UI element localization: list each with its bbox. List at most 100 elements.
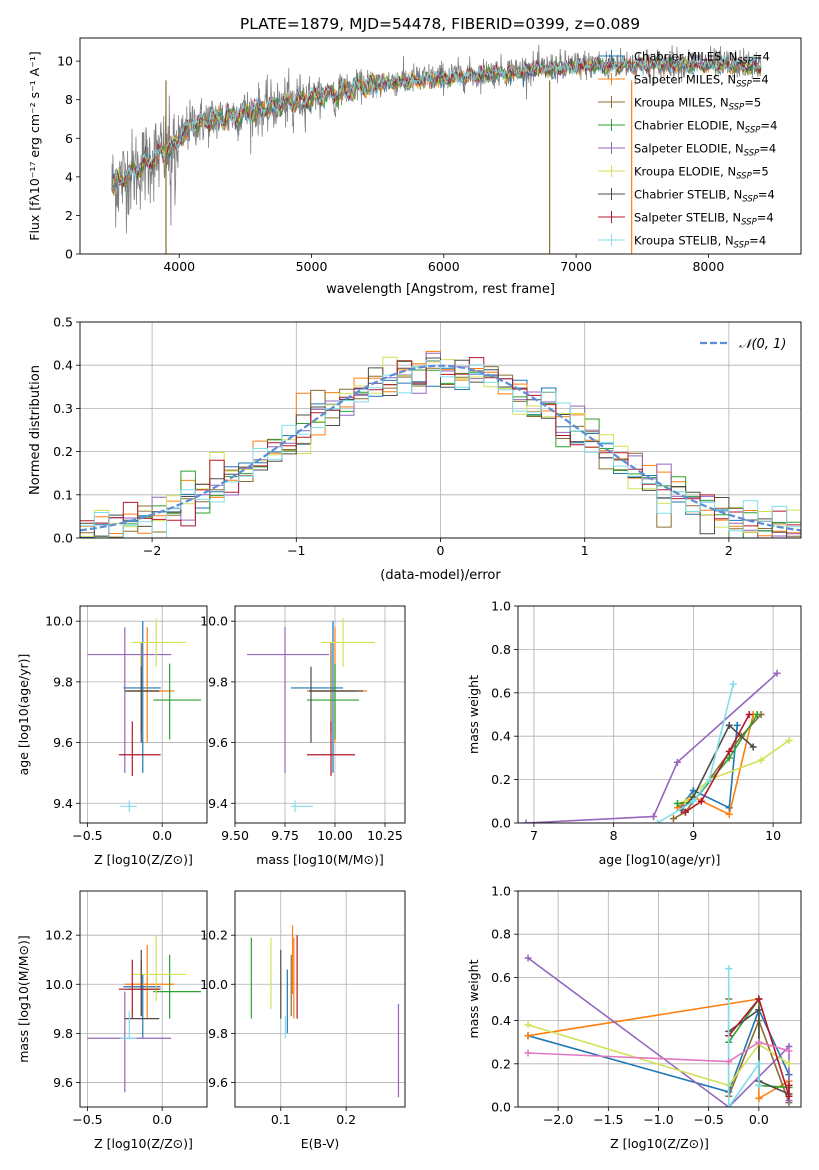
- y-tick-label: 0.1: [53, 487, 73, 502]
- x-tick-label: 7000: [560, 259, 592, 274]
- mass-weight-marker: [749, 743, 757, 751]
- y-tick-label: 9.8: [53, 674, 73, 689]
- residual-histograms: [80, 350, 801, 538]
- mass-weight-line: [527, 1024, 790, 1087]
- residuals-frame: [79, 321, 802, 539]
- mass-weight-line: [657, 683, 734, 823]
- y-tick-label: 9.6: [208, 1075, 228, 1090]
- mass-weight-marker: [524, 1049, 532, 1057]
- y-tick-label: 10.2: [200, 928, 228, 943]
- x-tick-label: 2: [725, 543, 733, 558]
- mass-weight-marker: [755, 1006, 763, 1014]
- mass-weight-marker: [673, 799, 681, 807]
- y-tick-label: 0.6: [491, 970, 511, 985]
- mass-weight-marker: [689, 786, 697, 794]
- spectrum-model-line: [112, 54, 762, 188]
- x-tick-label: 4000: [163, 259, 195, 274]
- xlabel: E(B-V): [301, 1136, 340, 1151]
- x-tick-label: −0.5: [693, 1112, 723, 1127]
- ylabel: age [log10(age/yr)]: [16, 654, 31, 776]
- mass-weight-marker: [689, 797, 697, 805]
- x-tick-label: −0.5: [72, 1112, 102, 1127]
- mass-weight-marker: [725, 754, 733, 762]
- mass-weight-marker: [745, 711, 753, 718]
- y-tick-label: 10.0: [45, 614, 73, 629]
- mass-weight-vs-Z-axes: −2.0 −1.5 −1.0 −0.5 0.0 0.0 0.2 0.4 0.6 0.8 1.0: [491, 884, 801, 1127]
- y-tick-label: 0.8: [491, 927, 511, 942]
- mass-weight-marker: [755, 1060, 763, 1068]
- mass-weight-line: [728, 997, 790, 1097]
- mass-weight-marker: [725, 721, 733, 729]
- mass-vs-Z-axes: −0.5 0.0 9.6 9.8 10.0 10.2: [45, 891, 207, 1127]
- y-tick-label: 0.8: [491, 642, 511, 657]
- y-tick-label: 1.0: [491, 884, 511, 899]
- mass-vs-Z-points: [87, 935, 202, 1093]
- age-vs-mass-axes: 9.50 9.75 10.00 10.25 9.4 9.6 9.8 10.0: [200, 606, 405, 843]
- mass-weight-marker: [753, 711, 761, 718]
- age-vs-mass-frame: [234, 605, 406, 824]
- x-tick-label: 8: [610, 828, 618, 843]
- mass-weight-marker: [729, 680, 737, 688]
- spectrum-frame: [79, 37, 802, 255]
- x-tick-label: 10.25: [367, 828, 403, 843]
- age-vs-Z-frame: [79, 605, 208, 824]
- ylabel: Normed distribution: [28, 365, 43, 495]
- legend-entry: 𝒩(0, 1): [739, 337, 786, 352]
- spectrum-plot: [111, 44, 762, 254]
- mass-weight-vs-Z-lines: [524, 954, 793, 1107]
- y-tick-label: 8: [65, 92, 73, 107]
- x-tick-label: −2.0: [543, 1112, 573, 1127]
- y-tick-label: 0.0: [491, 816, 511, 831]
- legend-entry: Salpeter ELODIE, NSSP=4: [634, 142, 776, 159]
- y-tick-label: 1.0: [491, 599, 511, 614]
- mass-weight-marker: [697, 797, 705, 805]
- mass-weight-marker: [725, 747, 733, 755]
- y-tick-label: 0.2: [491, 1056, 511, 1071]
- xlabel: Z [log10(Z/Z⊙)]: [94, 852, 193, 867]
- mass-weight-marker: [733, 721, 741, 729]
- y-tick-label: 0.2: [491, 772, 511, 787]
- age-vs-Z-axes: −0.5 0.0 9.4 9.6 9.8 10.0: [45, 606, 207, 843]
- mass-weight-marker: [524, 1032, 532, 1040]
- residuals-legend: 𝒩(0, 1): [700, 337, 786, 352]
- mass-weight-vs-age-frame: [517, 605, 802, 824]
- x-tick-label: −0.5: [72, 828, 102, 843]
- xlabel: wavelength [Angstrom, rest frame]: [326, 282, 555, 297]
- mass-weight-marker: [524, 1021, 532, 1029]
- age-vs-mass-points: [247, 618, 375, 813]
- y-tick-label: 10.0: [45, 977, 73, 992]
- mass-weight-marker: [757, 756, 765, 764]
- mass-weight-marker: [773, 669, 781, 677]
- x-tick-label: 0.1: [271, 1112, 291, 1127]
- mass-weight-marker: [785, 1081, 793, 1089]
- y-tick-label: 0.4: [491, 729, 511, 744]
- y-tick-label: 0: [65, 247, 73, 262]
- x-tick-label: −1.0: [643, 1112, 673, 1127]
- y-tick-label: 9.8: [208, 1026, 228, 1041]
- y-tick-label: 9.4: [53, 796, 73, 811]
- mass-vs-EBV-points: [250, 925, 400, 1098]
- mass-weight-marker: [785, 1092, 793, 1100]
- mass-weight-line: [527, 1041, 790, 1063]
- x-tick-label: −2: [143, 543, 161, 558]
- x-tick-label: 0.0: [749, 1112, 769, 1127]
- x-tick-label: 0: [437, 543, 445, 558]
- x-tick-label: 1: [581, 543, 589, 558]
- mass-weight-marker: [669, 815, 677, 823]
- mass-weight-vs-Z-frame: [517, 890, 802, 1108]
- y-tick-label: 10.2: [45, 928, 73, 943]
- residual-histogram: [80, 359, 801, 538]
- x-tick-label: 9.75: [271, 828, 299, 843]
- y-tick-label: 9.8: [208, 674, 228, 689]
- y-tick-label: 10.0: [200, 614, 228, 629]
- mass-weight-marker: [524, 954, 532, 962]
- x-tick-label: 10: [765, 828, 781, 843]
- normal-reference-curve: [80, 364, 801, 532]
- y-tick-label: 0.3: [53, 401, 73, 416]
- legend-entry: Kroupa STELIB, NSSP=4: [634, 234, 766, 251]
- y-tick-label: 6: [65, 131, 73, 146]
- mass-weight-marker: [650, 812, 658, 820]
- y-tick-label: 0.0: [53, 531, 73, 546]
- mass-weight-marker: [681, 797, 689, 805]
- x-tick-label: −1.5: [593, 1112, 623, 1127]
